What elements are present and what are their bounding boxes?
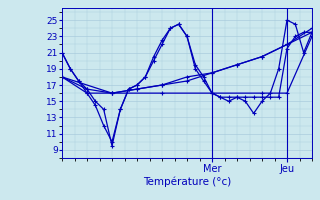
X-axis label: Température (°c): Température (°c)	[143, 176, 231, 187]
